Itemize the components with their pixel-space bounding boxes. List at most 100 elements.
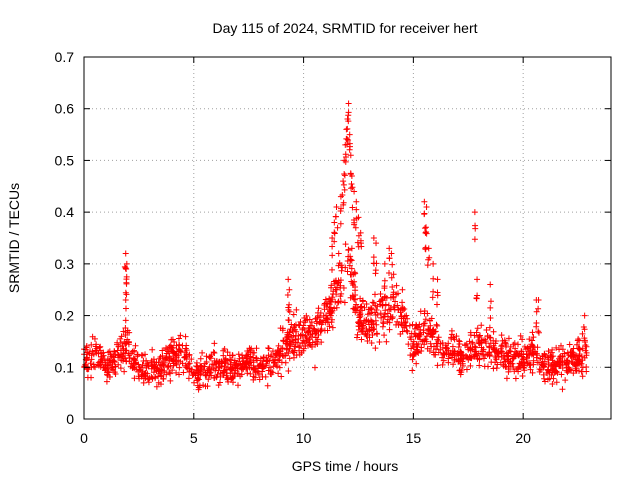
data-point	[575, 357, 582, 364]
data-point	[409, 356, 416, 363]
data-point	[369, 332, 376, 339]
data-point	[410, 351, 417, 358]
data-point	[350, 293, 357, 300]
data-point	[329, 243, 336, 250]
data-point	[335, 277, 342, 284]
data-point	[302, 342, 309, 349]
data-point	[536, 366, 543, 373]
data-point	[335, 250, 342, 257]
data-point	[430, 326, 437, 333]
data-point	[128, 360, 135, 367]
data-point	[559, 354, 566, 361]
data-point	[557, 342, 564, 349]
data-point	[180, 369, 187, 376]
data-point	[264, 358, 271, 365]
data-point	[354, 331, 361, 338]
data-point	[167, 355, 174, 362]
data-point	[377, 301, 384, 308]
data-point	[200, 382, 207, 389]
data-point	[230, 379, 237, 386]
data-point	[264, 382, 271, 389]
data-point	[455, 337, 462, 344]
data-point	[498, 332, 505, 339]
data-point	[289, 327, 296, 334]
data-point	[573, 367, 580, 374]
data-point	[381, 277, 388, 284]
data-point	[280, 338, 287, 345]
data-point	[549, 380, 556, 387]
data-point	[450, 361, 457, 368]
data-point	[373, 306, 380, 313]
data-point	[439, 361, 446, 368]
x-tick-label: 10	[296, 430, 312, 446]
data-point	[463, 366, 470, 373]
data-point	[326, 323, 333, 330]
data-point	[390, 294, 397, 301]
data-point	[345, 100, 352, 107]
data-point	[434, 276, 441, 283]
data-point	[317, 327, 324, 334]
data-point	[111, 348, 118, 355]
data-point	[518, 353, 525, 360]
data-point	[398, 321, 405, 328]
data-point	[570, 361, 577, 368]
data-point	[303, 338, 310, 345]
data-point	[134, 351, 141, 358]
data-point	[528, 341, 535, 348]
data-point	[473, 295, 480, 302]
data-point	[352, 224, 359, 231]
data-point	[526, 336, 533, 343]
data-point	[112, 363, 119, 370]
data-point	[457, 371, 464, 378]
data-point	[249, 349, 256, 356]
data-point	[318, 339, 325, 346]
data-point	[285, 331, 292, 338]
data-point	[554, 358, 561, 365]
data-point	[329, 296, 336, 303]
data-point	[269, 348, 276, 355]
data-point	[357, 317, 364, 324]
data-point	[90, 351, 97, 358]
data-point	[234, 365, 241, 372]
data-point	[492, 340, 499, 347]
data-point	[364, 338, 371, 345]
data-point	[434, 362, 441, 369]
data-point	[445, 359, 452, 366]
data-point	[210, 349, 217, 356]
data-point	[579, 330, 586, 337]
data-point	[125, 339, 132, 346]
data-point	[295, 332, 302, 339]
data-point	[564, 349, 571, 356]
data-point	[83, 351, 90, 358]
data-point	[305, 329, 312, 336]
data-point	[448, 331, 455, 338]
data-point	[429, 333, 436, 340]
data-point	[474, 355, 481, 362]
data-point	[215, 382, 222, 389]
data-point	[285, 276, 292, 283]
data-point	[204, 367, 211, 374]
data-point	[98, 356, 105, 363]
data-point	[186, 369, 193, 376]
data-point	[131, 365, 138, 372]
data-point	[553, 379, 560, 386]
data-point	[172, 352, 179, 359]
data-point	[506, 347, 513, 354]
data-point	[167, 342, 174, 349]
data-point	[286, 355, 293, 362]
data-point	[504, 352, 511, 359]
data-point	[480, 346, 487, 353]
data-point	[104, 369, 111, 376]
data-point	[212, 367, 219, 374]
data-point	[123, 357, 130, 364]
data-point	[131, 347, 138, 354]
data-point	[205, 376, 212, 383]
data-point	[486, 324, 493, 331]
data-point	[429, 327, 436, 334]
data-point	[412, 325, 419, 332]
data-point	[103, 378, 110, 385]
data-point	[157, 370, 164, 377]
data-point	[346, 131, 353, 138]
